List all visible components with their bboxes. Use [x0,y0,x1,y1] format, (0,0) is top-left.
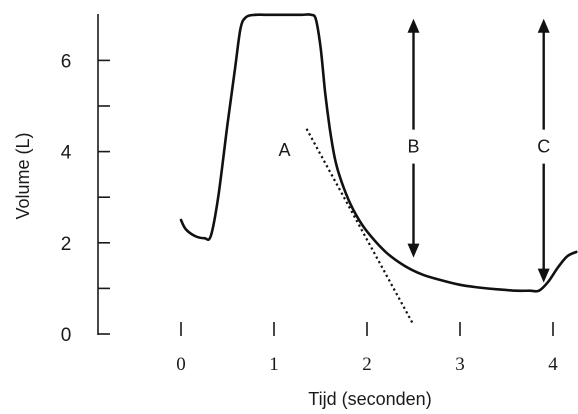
x-axis-ticks: 0 1 2 3 4 [176,322,558,375]
y-tick-label: 6 [61,51,72,72]
y-tick-label: 2 [61,234,72,255]
tangent-line-a [305,128,415,326]
annotations: A B C [279,18,550,326]
arrow-c-head-up [537,18,550,33]
x-tick-label: 1 [269,354,279,375]
x-tick-label: 3 [455,354,465,375]
y-axis-ticks: 0 2 4 6 [61,51,110,346]
arrow-b-head-up [407,18,420,33]
y-tick-label: 4 [61,143,72,164]
annotation-label-a: A [279,140,291,160]
x-axis-title: Tijd (seconden) [308,389,431,409]
y-tick-label: 0 [61,325,72,346]
arrow-c-head-down [537,268,550,283]
x-tick-label: 0 [176,354,186,375]
volume-curve [179,13,578,293]
x-tick-label: 4 [548,354,558,375]
x-tick-label: 2 [362,354,372,375]
annotation-label-b: B [407,137,419,157]
y-axis-title: Volume (L) [13,132,33,219]
annotation-label-c: C [537,137,550,157]
arrow-b-head-down [407,243,420,258]
